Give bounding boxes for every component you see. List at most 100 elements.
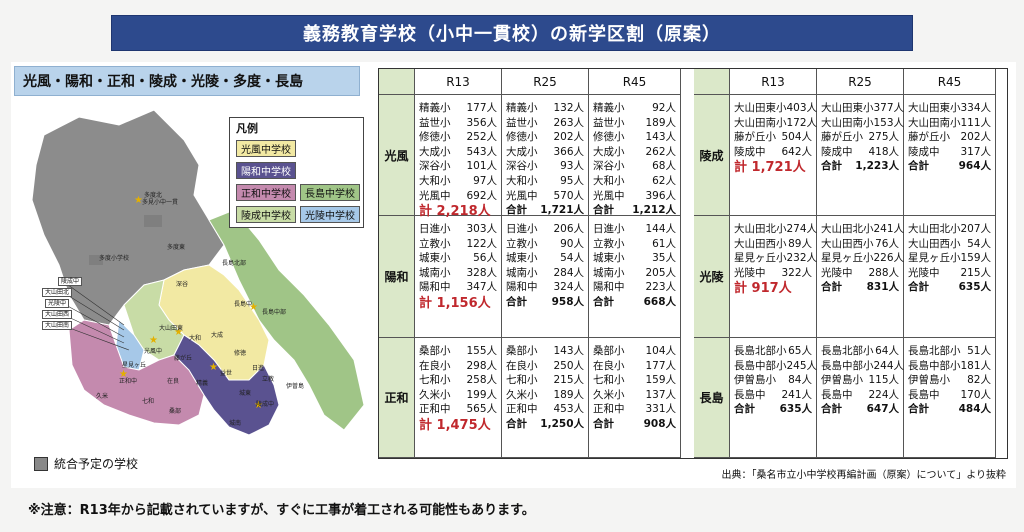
total-highlight: 計 1,475人 (419, 417, 491, 433)
school-row: 城南小 328人 (419, 266, 497, 281)
legend-item: 光陵中学校 (300, 206, 360, 223)
school-star: ★ (149, 335, 158, 346)
school-name: 光風中 (506, 189, 538, 202)
total-row: 合計 484人 (908, 402, 991, 417)
district-map: ★ ★ ★ ★ ★ ★ ★ 多見小中一貫 多度小学校 多度北 多度東 長島北部 … (31, 109, 365, 436)
school-name: 合計 (506, 417, 527, 430)
school-name: 陽和中 (593, 281, 625, 294)
student-count: 288人 (868, 266, 899, 279)
student-count: 64人 (875, 345, 899, 357)
map-tag: 大山田北 (42, 288, 73, 297)
school-name: 修徳小 (506, 131, 538, 144)
data-cell: 日進小 303人 立教小 122人 城東小 56人 城南小 328人 陽和中 347人計 1,15… (415, 216, 502, 338)
student-count: 275人 (868, 131, 899, 144)
integration-patch (89, 255, 103, 265)
row-name: 陽和 (379, 216, 415, 338)
data-cell: 大山田東小 334人 大山田南小 111人 藤が丘小 202人 陵成中 317人 合計 964人 (904, 95, 996, 216)
student-count: 35人 (652, 252, 676, 265)
school-row: 長島中 170人 (908, 388, 991, 403)
school-row: 長島北部小 51人 (908, 344, 991, 359)
integration-swatch (34, 456, 48, 471)
school-name: 精義小 (593, 102, 625, 114)
school-name: 大山田南小 (734, 116, 787, 129)
school-row: 星見ヶ丘小 159人 (908, 251, 991, 266)
school-name: 在良小 (593, 359, 625, 372)
school-name: 伊曽島小 (821, 374, 863, 387)
school-name: 修徳小 (593, 131, 625, 144)
student-count: 101人 (466, 160, 497, 173)
school-name: 合計 (593, 204, 614, 217)
school-row: 大山田東小 403人 (734, 101, 817, 116)
school-name: 桑部小 (593, 345, 625, 357)
school-row: 七和小 159人 (593, 373, 676, 388)
student-count: 177人 (645, 359, 676, 372)
school-row: 日進小 206人 (506, 222, 584, 237)
school-name: 日進小 (593, 223, 625, 235)
student-count: 232人 (786, 252, 818, 265)
school-name: 七和小 (506, 374, 538, 387)
map-label: 立教 (262, 375, 274, 383)
student-count: 97人 (473, 174, 497, 187)
student-count: 328人 (466, 266, 497, 279)
school-row: 久米小 137人 (593, 388, 676, 403)
student-count: 89人 (788, 237, 812, 250)
student-count: 484人 (958, 403, 991, 416)
school-name: 光風中 (593, 189, 625, 202)
map-label: 多度小学校 (99, 254, 129, 262)
school-row: 在良小 250人 (506, 359, 584, 374)
student-count: 115人 (868, 374, 899, 387)
student-count: 143人 (553, 345, 584, 357)
school-name: 合計 (821, 403, 842, 416)
school-name: 長島中 (734, 388, 766, 401)
school-row: 星見ヶ丘小 232人 (734, 251, 817, 266)
school-row: 大成小 262人 (593, 145, 676, 160)
student-count: 262人 (645, 145, 676, 158)
school-row: 日進小 144人 (593, 222, 676, 237)
school-name: 大和小 (419, 174, 451, 187)
student-count: 137人 (645, 388, 676, 401)
school-row: 七和小 258人 (419, 373, 497, 388)
student-count: 202人 (553, 131, 584, 144)
school-row: 大山田東小 334人 (908, 101, 991, 116)
student-count: 1,250人 (540, 417, 584, 430)
total-highlight: 計 2,218人 (419, 204, 491, 220)
school-name: 大成小 (506, 145, 538, 158)
school-name: 大和小 (506, 174, 538, 187)
school-name: 大山田西小 (908, 237, 961, 250)
school-name: 在良小 (419, 359, 451, 372)
school-row: 伊曽島小 82人 (908, 373, 991, 388)
student-count: 396人 (645, 189, 676, 202)
student-count: 181人 (960, 359, 992, 372)
school-name: 大成小 (593, 145, 625, 158)
school-row: 立教小 90人 (506, 237, 584, 252)
school-name: 大山田北小 (821, 223, 874, 235)
school-name: 大成小 (419, 145, 451, 158)
student-count: 331人 (645, 403, 676, 416)
school-name: 合計 (734, 403, 755, 416)
legend-item: 正和中学校 (236, 184, 296, 201)
student-count: 189人 (553, 388, 584, 401)
school-row: 陵成中 317人 (908, 145, 991, 160)
school-name: 長島中部小 (908, 359, 961, 372)
school-row: 大山田東小 377人 (821, 101, 904, 116)
student-count: 172人 (786, 116, 818, 129)
student-count: 82人 (967, 374, 991, 387)
school-name: 深谷小 (419, 160, 451, 173)
student-count: 565人 (466, 403, 497, 416)
student-count: 51人 (967, 345, 991, 357)
school-row: 益世小 189人 (593, 116, 676, 131)
school-name: 立教小 (593, 237, 625, 250)
total-row: 合計 1,250人 (506, 417, 584, 432)
student-count: 570人 (553, 189, 584, 202)
student-count: 317人 (960, 145, 991, 158)
school-row: 久米小 189人 (506, 388, 584, 403)
student-count: 1,721人 (540, 204, 584, 217)
school-row: 城東小 35人 (593, 251, 676, 266)
map-label: 光風中 (144, 347, 162, 355)
school-row: 光陵中 322人 (734, 266, 812, 281)
school-star: ★ (174, 327, 183, 338)
student-count: 635人 (958, 281, 991, 294)
school-row: 城東小 54人 (506, 251, 584, 266)
legend-swatch-label: 光風中学校 (241, 145, 291, 156)
school-name: 合計 (593, 417, 614, 430)
